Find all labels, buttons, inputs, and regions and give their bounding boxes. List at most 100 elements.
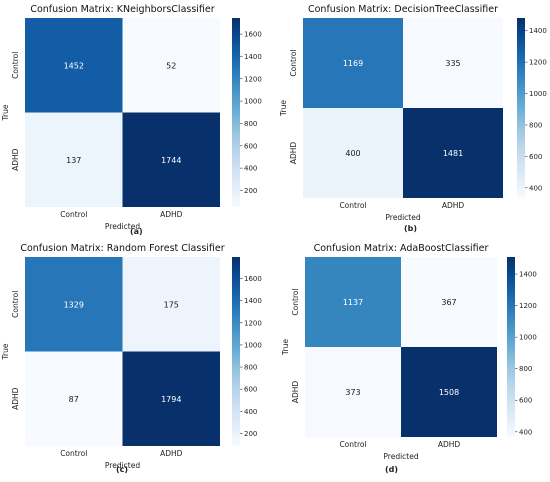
heatmap-cell bbox=[122, 18, 220, 113]
heatmap-cell bbox=[305, 257, 401, 347]
colorbar-tick-label: 800 bbox=[244, 364, 257, 372]
colorbar-tick-label: 1600 bbox=[244, 275, 262, 283]
x-axis-label: Predicted bbox=[105, 222, 140, 231]
heatmap-svg: Confusion Matrix: DecisionTreeClassifier… bbox=[279, 4, 547, 222]
y-tick-label: Control bbox=[289, 49, 298, 76]
heatmap-cell bbox=[25, 112, 123, 207]
y-axis-label: True bbox=[1, 104, 10, 121]
x-tick-label: Control bbox=[60, 210, 87, 219]
cell-value-label: 1452 bbox=[64, 61, 84, 70]
x-axis-label: Predicted bbox=[385, 213, 420, 222]
cell-value-label: 1794 bbox=[161, 395, 181, 404]
y-tick-label: Control bbox=[11, 291, 20, 318]
colorbar bbox=[232, 257, 240, 446]
heatmap-svg: Confusion Matrix: AdaBoostClassifier 1137… bbox=[281, 243, 537, 461]
colorbar-tick-label: 1600 bbox=[244, 31, 262, 39]
cell-value-label: 1169 bbox=[343, 59, 363, 68]
cell-value-label: 400 bbox=[345, 149, 360, 158]
colorbar-tick-label: 400 bbox=[529, 184, 542, 192]
colorbar-tick-label: 400 bbox=[244, 408, 257, 416]
chart-title: Confusion Matrix: AdaBoostClassifier bbox=[314, 243, 489, 254]
y-tick-label: ADHD bbox=[289, 142, 298, 165]
colorbar-tick-label: 800 bbox=[529, 121, 542, 129]
heatmap-cell bbox=[403, 18, 503, 108]
heatmap-cell bbox=[25, 351, 123, 446]
heatmap-cell bbox=[403, 108, 503, 198]
confusion-matrix-decision-tree: Confusion Matrix: DecisionTreeClassifier… bbox=[275, 0, 550, 239]
colorbar-tick-label: 1400 bbox=[244, 297, 262, 305]
heatmap-cell bbox=[25, 18, 123, 113]
x-axis-label: Predicted bbox=[383, 452, 418, 461]
caption-c: (c) bbox=[116, 465, 129, 474]
colorbar-tick-label: 600 bbox=[519, 397, 532, 405]
cell-value-label: 52 bbox=[166, 61, 176, 70]
colorbar-tick-label: 1200 bbox=[519, 302, 537, 310]
heatmap-cell bbox=[401, 347, 497, 437]
y-tick-label: ADHD bbox=[291, 381, 300, 404]
cell-value-label: 367 bbox=[441, 298, 456, 307]
chart-title: Confusion Matrix: DecisionTreeClassifier bbox=[308, 4, 498, 15]
y-tick-label: Control bbox=[291, 288, 300, 315]
colorbar-tick-label: 1400 bbox=[244, 53, 262, 61]
confusion-matrix-adaboost: Confusion Matrix: AdaBoostClassifier 1137… bbox=[275, 239, 550, 478]
caption-d: (d) bbox=[385, 465, 399, 474]
colorbar bbox=[517, 18, 525, 198]
colorbar-tick-label: 1400 bbox=[519, 271, 537, 279]
colorbar-tick-label: 800 bbox=[519, 365, 532, 373]
y-tick-label: ADHD bbox=[11, 387, 20, 410]
x-tick-label: ADHD bbox=[160, 210, 183, 219]
chart-title: Confusion Matrix: Random Forest Classifi… bbox=[20, 243, 224, 254]
colorbar-tick-label: 1000 bbox=[529, 90, 547, 98]
caption-a: (a) bbox=[130, 227, 143, 236]
colorbar-tick-label: 600 bbox=[244, 142, 257, 150]
heatmap-cell bbox=[303, 18, 403, 108]
x-tick-label: Control bbox=[339, 440, 366, 449]
cell-value-label: 335 bbox=[445, 59, 460, 68]
colorbar-tick-label: 1000 bbox=[244, 341, 262, 349]
x-tick-label: ADHD bbox=[438, 440, 461, 449]
colorbar-tick-label: 400 bbox=[519, 428, 532, 436]
colorbar bbox=[507, 257, 515, 437]
colorbar-tick-label: 1400 bbox=[529, 27, 547, 35]
colorbar-tick-label: 200 bbox=[244, 187, 257, 195]
heatmap-svg: Confusion Matrix: KNeighborsClassifier 14… bbox=[1, 4, 262, 231]
colorbar-tick-label: 600 bbox=[529, 153, 542, 161]
x-tick-label: Control bbox=[60, 449, 87, 458]
heatmap-cell bbox=[401, 257, 497, 347]
cell-value-label: 373 bbox=[345, 388, 360, 397]
heatmap-cell bbox=[25, 257, 123, 352]
heatmap-cell bbox=[122, 257, 220, 352]
heatmap-cell bbox=[122, 112, 220, 207]
x-axis-label: Predicted bbox=[105, 461, 140, 470]
colorbar bbox=[232, 18, 240, 207]
heatmap-cell bbox=[122, 351, 220, 446]
colorbar-tick-label: 600 bbox=[244, 386, 257, 394]
cell-value-label: 1508 bbox=[439, 388, 459, 397]
x-tick-label: Control bbox=[339, 201, 366, 210]
heatmap-cell bbox=[303, 108, 403, 198]
confusion-matrix-knn: Confusion Matrix: KNeighborsClassifier 14… bbox=[0, 0, 275, 239]
x-tick-label: ADHD bbox=[442, 201, 465, 210]
cell-value-label: 1329 bbox=[64, 300, 84, 309]
y-axis-label: True bbox=[279, 100, 288, 117]
cell-value-label: 1744 bbox=[161, 156, 181, 165]
cell-value-label: 1137 bbox=[343, 298, 363, 307]
colorbar-tick-label: 1000 bbox=[244, 98, 262, 106]
y-tick-label: Control bbox=[11, 52, 20, 79]
chart-title: Confusion Matrix: KNeighborsClassifier bbox=[30, 4, 214, 15]
colorbar-tick-label: 1200 bbox=[244, 319, 262, 327]
colorbar-tick-label: 400 bbox=[244, 165, 257, 173]
colorbar-tick-label: 1200 bbox=[244, 75, 262, 83]
cell-value-label: 175 bbox=[164, 300, 179, 309]
y-axis-label: True bbox=[281, 339, 290, 356]
heatmap-cell bbox=[305, 347, 401, 437]
colorbar-tick-label: 1000 bbox=[519, 334, 537, 342]
caption-b: (b) bbox=[404, 224, 418, 233]
confusion-matrix-random-forest: Confusion Matrix: Random Forest Classifi… bbox=[0, 239, 275, 478]
colorbar-tick-label: 1200 bbox=[529, 59, 547, 67]
cell-value-label: 87 bbox=[69, 395, 79, 404]
cell-value-label: 137 bbox=[66, 156, 81, 165]
y-axis-label: True bbox=[1, 343, 10, 360]
colorbar-tick-label: 200 bbox=[244, 430, 257, 438]
x-tick-label: ADHD bbox=[160, 449, 183, 458]
